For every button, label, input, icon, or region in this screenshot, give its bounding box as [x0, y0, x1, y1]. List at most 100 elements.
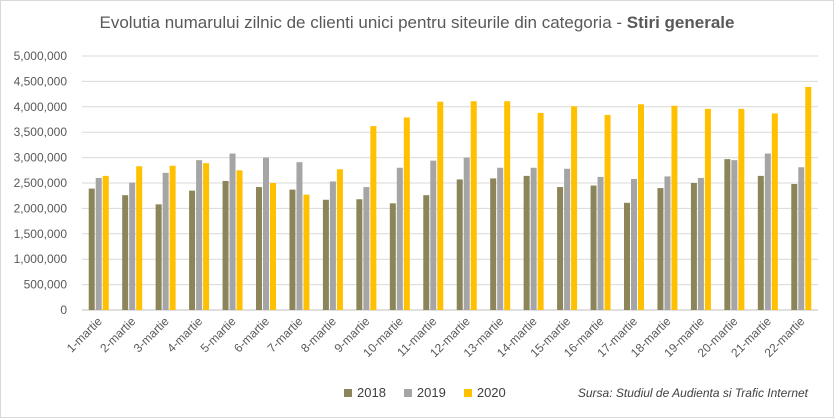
legend-swatch-2020	[463, 388, 472, 397]
bar-2019	[196, 160, 203, 310]
bar-2018	[724, 159, 731, 310]
bar-2019	[497, 167, 504, 310]
bar-2020	[704, 108, 711, 310]
bar-2020	[270, 183, 276, 310]
bar-2018	[490, 178, 497, 310]
bar-2020	[738, 108, 745, 310]
bar-2019	[263, 157, 269, 310]
legend-label-2020: 2020	[476, 385, 506, 400]
bar-2020	[537, 112, 544, 310]
legend-item-2018: 2018	[344, 385, 386, 400]
bar-2018	[624, 202, 630, 310]
bar-2019	[95, 177, 102, 310]
bar-2018	[657, 188, 664, 310]
bar-2019	[798, 167, 805, 310]
bar-2019	[463, 157, 470, 310]
bar-2020	[771, 113, 778, 311]
x-tick-label: 6-martie	[231, 314, 272, 355]
legend-swatch-2019	[403, 388, 412, 397]
bar-2020	[303, 194, 310, 310]
legend: 2018 2019 2020	[344, 385, 506, 400]
y-tick-label: 4,500,000	[14, 74, 68, 88]
bar-2020	[236, 170, 243, 310]
bar-2019	[329, 181, 336, 310]
bar-2018	[256, 187, 262, 310]
bar-2018	[356, 199, 363, 310]
bar-2020	[805, 86, 812, 310]
x-tick-label: 7-martie	[265, 314, 306, 355]
x-tick-label: 1-martie	[64, 314, 105, 355]
bar-2020	[336, 169, 343, 310]
bar-2018	[389, 203, 396, 310]
bar-2020	[437, 101, 444, 310]
bar-2018	[557, 187, 564, 310]
legend-swatch-2018	[344, 388, 352, 397]
y-tick-label: 0	[60, 303, 67, 317]
bar-2020	[169, 165, 176, 310]
source-note: Sursa: Studiul de Audienta si Trafic Int…	[577, 386, 808, 400]
bar-2018	[289, 189, 296, 310]
y-tick-label: 5,000,000	[14, 49, 68, 63]
x-tick-label: 4-martie	[164, 314, 205, 355]
bar-2019	[530, 167, 537, 310]
bar-2019	[296, 162, 303, 310]
bar-2018	[423, 195, 430, 310]
bar-2019	[162, 172, 169, 310]
y-tick-label: 1,000,000	[14, 252, 68, 266]
bar-2018	[189, 190, 196, 310]
bar-2018	[456, 179, 463, 310]
bar-2018	[155, 204, 162, 310]
bar-2019	[697, 177, 704, 310]
x-tick-label: 5-martie	[198, 314, 239, 355]
x-tick-label: 3-martie	[131, 314, 172, 355]
legend-item-2020: 2020	[463, 385, 506, 400]
bar-2020	[102, 175, 109, 310]
bar-2020	[370, 126, 377, 310]
chart-title: Evolutia numarului zilnic de clienti uni…	[0, 13, 834, 33]
x-tick-label: 8-martie	[298, 314, 339, 355]
bar-2018	[122, 195, 129, 310]
bar-2018	[791, 184, 798, 310]
x-tick-label: 2-martie	[97, 314, 138, 355]
bar-2019	[631, 178, 637, 310]
bar-2019	[597, 176, 604, 310]
bar-2020	[671, 105, 678, 310]
bar-2019	[564, 168, 571, 310]
y-tick-label: 3,000,000	[14, 151, 68, 165]
chart-title-bold: Stiri generale	[626, 13, 735, 32]
bar-2019	[664, 176, 671, 310]
bar-2020	[470, 101, 477, 310]
y-tick-label: 1,500,000	[14, 227, 68, 241]
legend-label-2018: 2018	[357, 385, 386, 400]
bar-2020	[504, 101, 511, 310]
y-tick-label: 3,500,000	[14, 125, 68, 139]
bar-2020	[403, 117, 410, 310]
bar-2019	[363, 187, 370, 310]
bar-2020	[638, 104, 644, 310]
bar-2018	[757, 175, 764, 310]
bar-2019	[396, 167, 403, 310]
bar-2018	[222, 180, 229, 310]
legend-item-2019: 2019	[403, 385, 446, 400]
y-tick-label: 500,000	[24, 278, 68, 292]
bar-2019	[229, 153, 236, 310]
y-tick-label: 4,000,000	[14, 100, 68, 114]
bar-2020	[571, 106, 578, 311]
bar-2020	[604, 114, 611, 310]
legend-label-2019: 2019	[416, 385, 446, 400]
bar-2019	[129, 182, 136, 310]
bar-2018	[690, 183, 697, 310]
y-tick-label: 2,500,000	[14, 176, 68, 190]
bar-2018	[88, 188, 95, 310]
bar-2019	[764, 153, 771, 310]
y-tick-label: 2,000,000	[14, 201, 68, 215]
bar-2020	[136, 166, 143, 310]
bar-2019	[430, 160, 437, 310]
bar-2018	[523, 175, 530, 310]
bar-2020	[203, 163, 210, 310]
chart-title-main: Evolutia numarului zilnic de clienti uni…	[99, 13, 627, 32]
bar-2019	[731, 160, 738, 310]
bar-2018	[590, 185, 597, 310]
bar-2018	[322, 199, 329, 310]
